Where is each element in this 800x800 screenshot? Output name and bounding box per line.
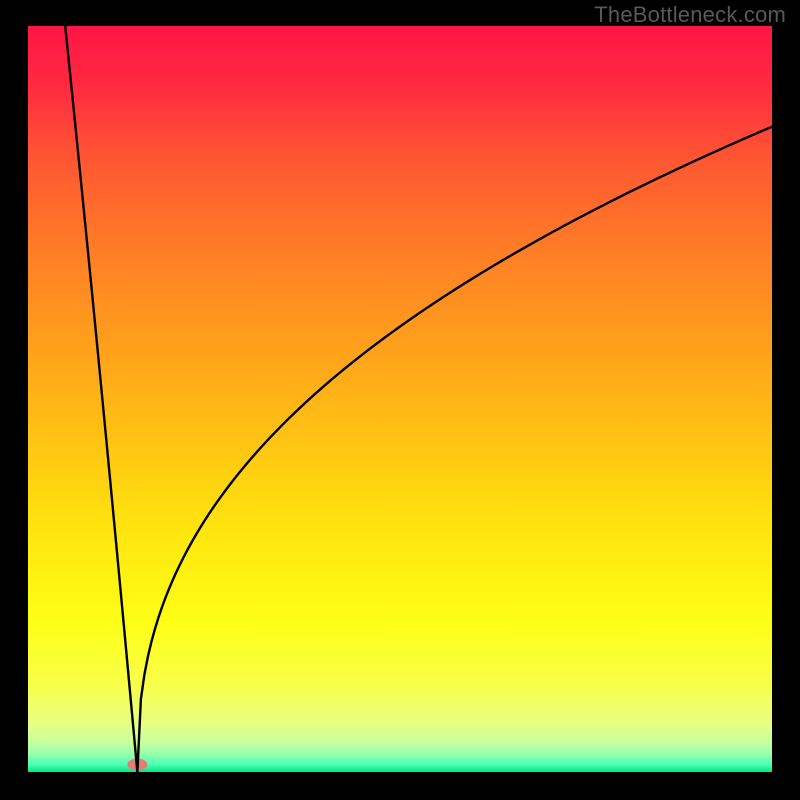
chart-container: { "attribution": { "text": "TheBottlenec…	[0, 0, 800, 800]
attribution-text: TheBottleneck.com	[594, 2, 786, 28]
chart-background-gradient	[28, 26, 772, 772]
bottleneck-chart	[0, 0, 800, 800]
